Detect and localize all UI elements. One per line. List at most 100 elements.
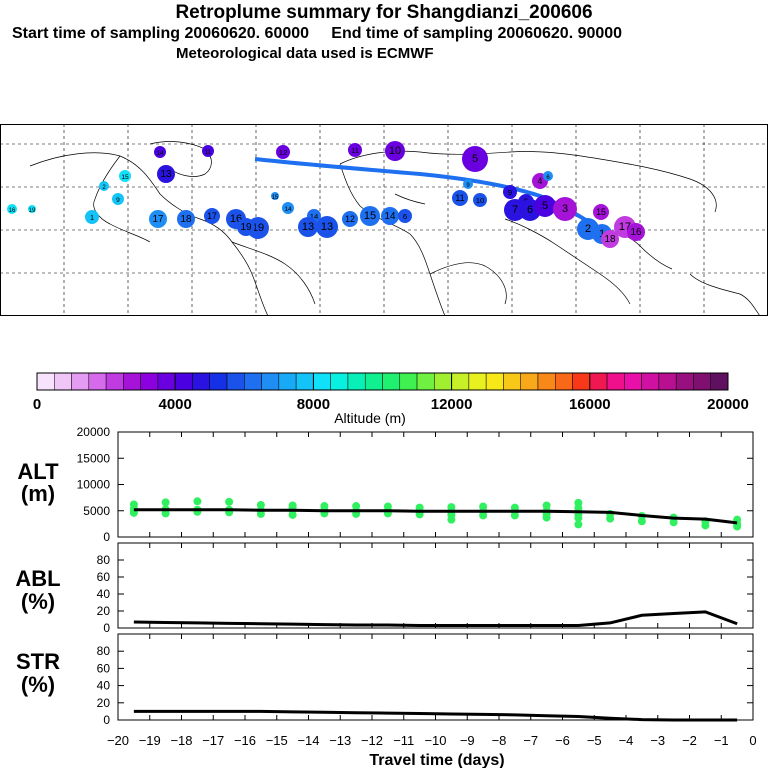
cluster-label: 12 <box>279 148 288 157</box>
cluster-marker <box>149 210 167 228</box>
x-tick-label: −9 <box>460 733 475 748</box>
cluster-label: 11 <box>455 193 464 203</box>
colorbar-swatch <box>606 372 625 391</box>
altitude-point <box>256 500 265 509</box>
altitude-point <box>510 511 519 520</box>
cluster-label: 14 <box>284 206 292 213</box>
cluster-marker <box>381 207 399 225</box>
cluster-label: 2 <box>102 185 106 191</box>
cluster-label: 12 <box>345 214 355 224</box>
y-tick-label: 40 <box>97 587 111 601</box>
altitude-point <box>447 503 456 512</box>
colorbar-swatch <box>226 372 245 391</box>
colorbar-swatch <box>520 372 539 391</box>
cluster-label: 18 <box>605 234 616 245</box>
cluster-label: 7 <box>512 204 518 216</box>
colorbar-swatch <box>313 372 331 391</box>
str-line <box>133 709 738 722</box>
x-tick-label: −7 <box>523 733 538 748</box>
cluster-marker <box>543 171 553 181</box>
colorbar-swatch <box>278 372 297 391</box>
colorbar-swatch <box>192 372 211 391</box>
x-tick-label: −1 <box>714 733 729 748</box>
colorbar-frame <box>36 372 729 391</box>
colorbar-tick-label: 20000 <box>707 396 749 413</box>
altitude-colorbar: 0 4000 8000 12000 16000 20000 Altitude (m) <box>33 372 749 426</box>
cluster-marker <box>601 230 619 248</box>
cluster-marker <box>28 205 36 213</box>
cluster-marker <box>553 197 577 221</box>
y-tick-label: 0 <box>103 530 110 544</box>
colorbar-swatch <box>261 372 280 391</box>
cluster-label: 15 <box>596 207 606 217</box>
sampling-times: Start time of sampling 20060620. 60000 E… <box>12 25 623 42</box>
cluster-label: 6 <box>527 204 533 216</box>
colorbar-swatch <box>710 372 729 391</box>
cluster-marker <box>360 206 380 226</box>
x-tick-label: −13 <box>329 733 351 748</box>
abl-line <box>133 610 738 627</box>
colorbar-swatch <box>54 372 72 391</box>
cluster-marker <box>316 216 338 238</box>
cluster-marker <box>112 193 124 205</box>
cluster-marker <box>398 209 412 223</box>
cluster-label: 1 <box>599 228 605 240</box>
cluster-marker <box>503 185 517 199</box>
page-title: Retroplume summary for Shangdianzi_20060… <box>175 2 593 23</box>
altitude-point <box>479 502 488 511</box>
cluster-label: 16 <box>9 208 16 214</box>
x-tick-label: −5 <box>587 733 602 748</box>
cluster-marker <box>627 223 645 241</box>
x-tick-label: 0 <box>749 733 756 748</box>
altitude-point <box>161 498 170 507</box>
x-tick-label: −4 <box>619 733 634 748</box>
x-tick-label: −17 <box>202 733 224 748</box>
cluster-label: 9 <box>466 183 470 189</box>
colorbar-tick-label: 4000 <box>159 396 192 413</box>
y-tick-label: 10000 <box>77 478 111 492</box>
altitude-point <box>383 502 392 511</box>
abl-label-line2: (%) <box>21 589 55 614</box>
cluster-marker <box>237 218 255 236</box>
colorbar-swatch <box>88 372 107 391</box>
colorbar-swatch <box>503 372 521 391</box>
cluster-label: 13 <box>161 169 172 180</box>
colorbar-swatch <box>330 372 349 391</box>
cluster-marker <box>282 202 294 214</box>
colorbar-swatch <box>399 372 418 391</box>
altitude-point <box>256 509 265 518</box>
cluster-marker <box>348 143 362 157</box>
cluster-marker <box>154 146 166 158</box>
cluster-label: 9 <box>116 197 120 204</box>
colorbar-swatch <box>244 372 262 391</box>
colorbar-swatch <box>468 372 487 391</box>
colorbar-swatch <box>382 372 401 391</box>
y-tick-label: 20 <box>97 696 111 710</box>
cluster-label: 15 <box>121 174 129 181</box>
altitude-point <box>352 502 361 511</box>
cluster-label: 10 <box>389 145 401 157</box>
cluster-marker <box>202 145 214 157</box>
altitude-point <box>574 514 583 523</box>
colorbar-title: Altitude (m) <box>334 410 406 426</box>
panel-frame <box>117 431 754 538</box>
y-tick-label: 5000 <box>83 504 110 518</box>
colorbar-swatch <box>641 372 660 391</box>
colorbar-swatch <box>451 372 470 391</box>
coastlines <box>29 141 761 316</box>
panel-frame <box>117 633 754 721</box>
colorbar-swatch <box>537 372 556 391</box>
str-label-line1: STR <box>16 649 60 674</box>
y-tick-label: 15000 <box>77 451 111 465</box>
cluster-label: 14 <box>156 150 164 157</box>
cluster-label: 19 <box>241 222 252 233</box>
x-tick-label: −2 <box>682 733 697 748</box>
cluster-marker <box>593 204 609 220</box>
colorbar-swatch <box>675 372 694 391</box>
colorbar-swatch <box>624 372 642 391</box>
cluster-label: 13 <box>321 221 333 233</box>
cluster-label: 5 <box>542 200 548 212</box>
cluster-marker <box>7 204 17 214</box>
